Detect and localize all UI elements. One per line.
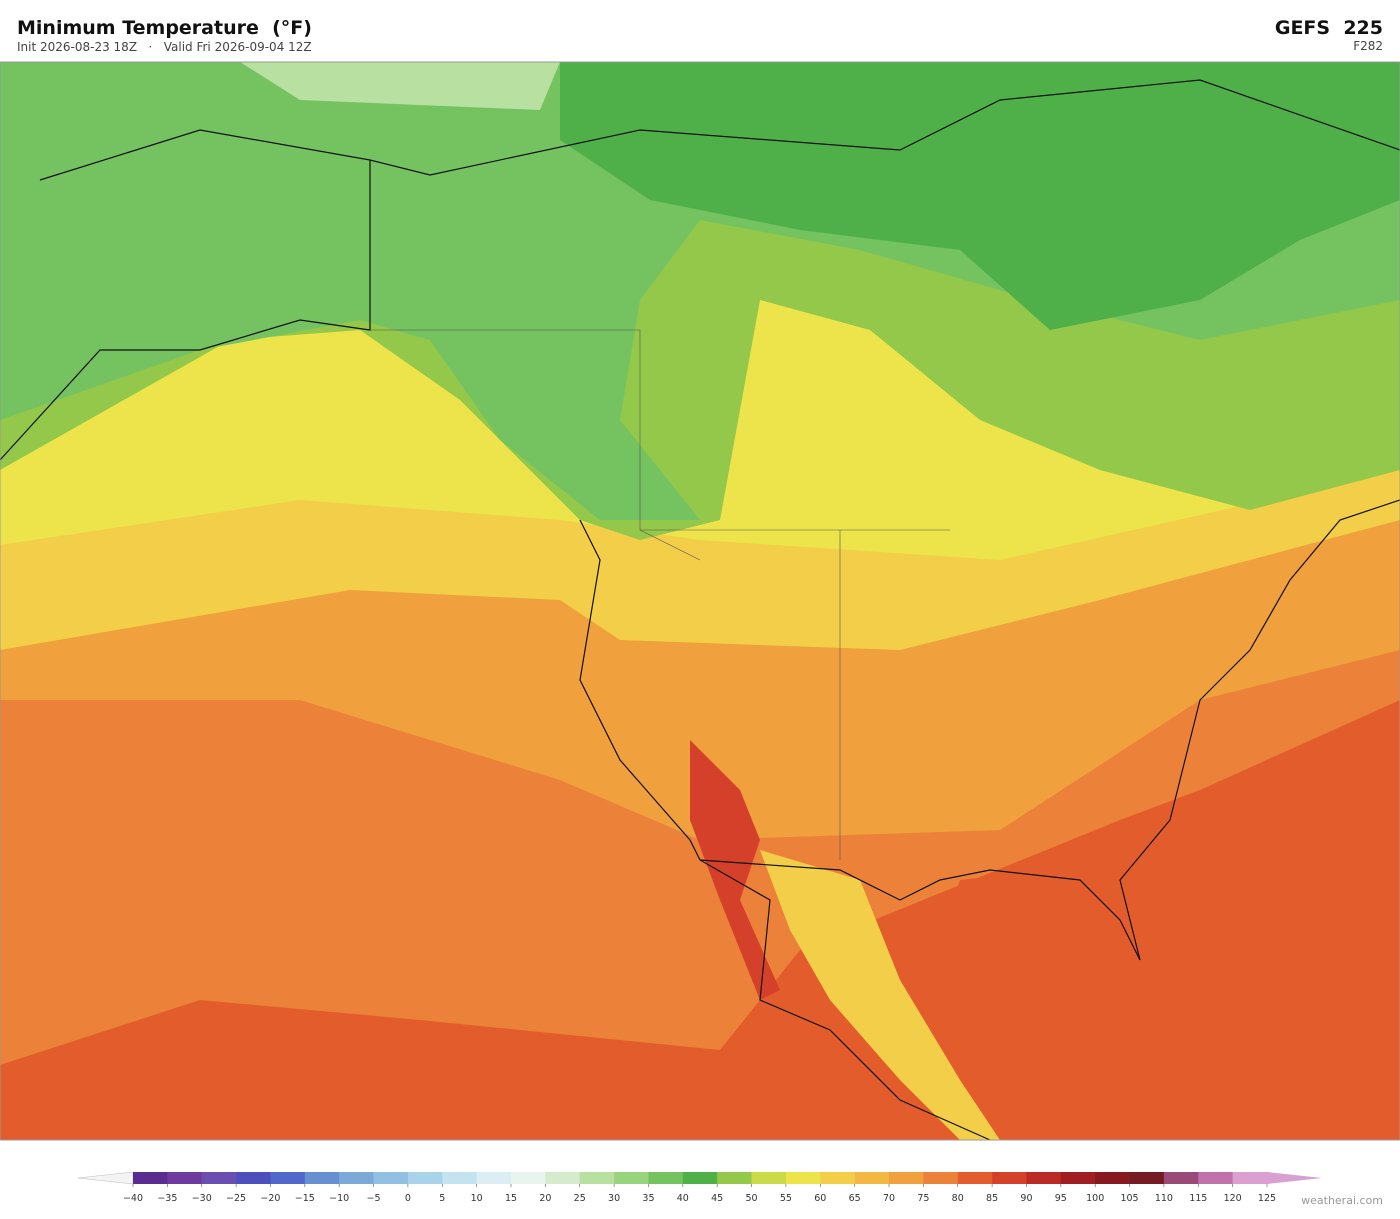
map	[0, 62, 1400, 1141]
colorbar-tick-label: 80	[952, 1193, 964, 1204]
colorbar-bin	[889, 1172, 924, 1184]
model-label: GEFS 225	[1275, 17, 1383, 39]
colorbar-tick-label: 25	[574, 1193, 586, 1204]
colorbar-tick-label: 35	[642, 1193, 654, 1204]
colorbar-tick-label: 20	[539, 1193, 551, 1204]
colorbar-bin	[682, 1172, 718, 1184]
colorbar-bin	[476, 1172, 512, 1184]
colorbar-tick-label: 0	[405, 1193, 411, 1204]
colorbar-tick-label: −35	[157, 1193, 177, 1204]
colorbar-bin	[1198, 1172, 1233, 1184]
colorbar-tick-label: 30	[608, 1193, 620, 1204]
colorbar-tick-label: 75	[917, 1193, 929, 1204]
colorbar-tick-label: −40	[123, 1193, 143, 1204]
map-frame	[0, 61, 1400, 1141]
colorbar-tick-label: 55	[780, 1193, 792, 1204]
colorbar-bin	[614, 1172, 649, 1184]
colorbar-bin	[511, 1172, 546, 1184]
colorbar-tick-label: −30	[192, 1193, 212, 1204]
temp-region	[920, 790, 1400, 1140]
colorbar-bin	[133, 1172, 168, 1184]
colorbar-tick-label: 115	[1189, 1193, 1207, 1204]
colorbar-tick-label: 120	[1224, 1193, 1242, 1204]
colorbar-tick-label: −5	[367, 1193, 381, 1204]
colorbar-bin	[1095, 1172, 1130, 1184]
colorbar-tick-label: 15	[505, 1193, 517, 1204]
colorbar-tick-label: 125	[1258, 1193, 1276, 1204]
colorbar-bin	[304, 1172, 340, 1184]
temp-region	[690, 740, 780, 1000]
colorbar-tick-label: −20	[260, 1193, 280, 1204]
colorbar-bin	[1129, 1172, 1165, 1184]
coastline	[0, 79, 1400, 1141]
colorbar-bin	[545, 1172, 581, 1184]
colorbar-bin	[167, 1172, 203, 1184]
colorbar-tick-label: 105	[1120, 1193, 1138, 1204]
colorbar-tick-label: 40	[677, 1193, 689, 1204]
colorbar-tick-label: 70	[883, 1193, 895, 1204]
colorbar-tick-label: −25	[226, 1193, 246, 1204]
colorbar-tick-label: 100	[1086, 1193, 1104, 1204]
subtitle: Init 2026-08-23 18Z · Valid Fri 2026-09-…	[17, 40, 312, 54]
colorbar-bin	[442, 1172, 477, 1184]
colorbar-bin	[957, 1172, 993, 1184]
colorbar-bin	[236, 1172, 271, 1184]
colorbar-bin	[339, 1172, 374, 1184]
colorbar-bin	[270, 1172, 306, 1184]
colorbar-tick-label: 50	[745, 1193, 757, 1204]
colorbar-tick-label: 5	[439, 1193, 445, 1204]
colorbar-bin	[992, 1172, 1027, 1184]
colorbar-tick-label: 95	[1055, 1193, 1067, 1204]
colorbar-bin	[1163, 1172, 1199, 1184]
colorbar-bin	[648, 1172, 684, 1184]
colorbar-bin	[579, 1172, 615, 1184]
colorbar-tick-label: 90	[1020, 1193, 1032, 1204]
temp-region	[240, 62, 560, 110]
colorbar: −40 −35 −30 −25 −20 −15 −10 −5 0 5 10 15 20 25 30 35 40 4…	[77, 1171, 1322, 1204]
colorbar-bin	[373, 1172, 409, 1184]
colorbar-tick-label: 110	[1155, 1193, 1173, 1204]
watermark: weatherai.com	[1301, 1194, 1383, 1207]
title: Minimum Temperature (°F)	[17, 17, 312, 39]
colorbar-bin	[407, 1172, 443, 1184]
temp-region	[760, 850, 1000, 1140]
colorbar-bin	[717, 1172, 752, 1184]
colorbar-bin	[820, 1172, 855, 1184]
colorbar-tick-label: −15	[295, 1193, 315, 1204]
colorbar-tick-label: 60	[814, 1193, 826, 1204]
colorbar-over	[1267, 1172, 1322, 1184]
colorbar-tick-label: 45	[711, 1193, 723, 1204]
colorbar-tick-label: −10	[329, 1193, 349, 1204]
colorbar-tick-label: 10	[471, 1193, 483, 1204]
temp-region	[560, 62, 1400, 330]
forecast-hour: F282	[1353, 39, 1383, 53]
colorbar-tick-label: 65	[849, 1193, 861, 1204]
colorbar-tick-label: 85	[986, 1193, 998, 1204]
colorbar-bin	[751, 1172, 787, 1184]
colorbar-bin	[1026, 1172, 1062, 1184]
colorbar-bin	[201, 1172, 237, 1184]
colorbar-bin	[1060, 1172, 1096, 1184]
colorbar-bin	[923, 1172, 959, 1184]
colorbar-bin	[785, 1172, 821, 1184]
border	[370, 329, 950, 860]
colorbar-bin	[854, 1172, 890, 1184]
colorbar-bin	[1232, 1172, 1268, 1184]
